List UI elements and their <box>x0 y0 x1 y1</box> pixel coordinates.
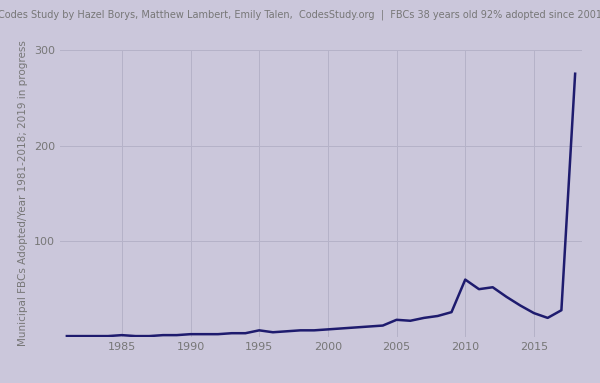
Text: Codes Study by Hazel Borys, Matthew Lambert, Emily Talen,  CodesStudy.org  |  FB: Codes Study by Hazel Borys, Matthew Lamb… <box>0 10 600 20</box>
Y-axis label: Municipal FBCs Adopted/Year 1981-2018; 2019 in progress: Municipal FBCs Adopted/Year 1981-2018; 2… <box>19 41 28 346</box>
